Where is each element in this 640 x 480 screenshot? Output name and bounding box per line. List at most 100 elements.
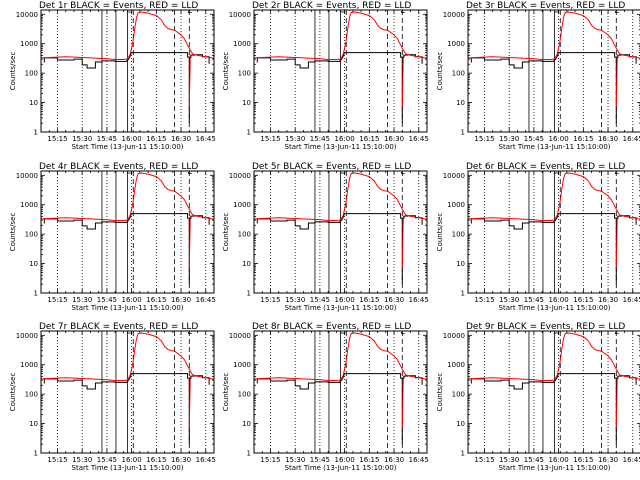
series-lld-line bbox=[468, 172, 640, 221]
series-events-line bbox=[43, 213, 210, 230]
plot-frame bbox=[253, 330, 428, 454]
y-tick-label: 100 bbox=[452, 231, 465, 239]
y-tick-label: 1 bbox=[461, 290, 465, 298]
x-tick-label: 16:30 bbox=[598, 135, 618, 143]
series-lld-line bbox=[41, 332, 214, 381]
chart-panel-3: Det 3r BLACK = Events, RED = LLD 1 10 100 10… bbox=[436, 1, 640, 151]
x-tick-label: 16:15 bbox=[359, 296, 379, 304]
x-tick-label: 15:30 bbox=[499, 456, 519, 464]
x-tick-label: 15:30 bbox=[285, 296, 305, 304]
x-tick-label: 16:30 bbox=[171, 135, 191, 143]
chart-title: Det 2r BLACK = Events, RED = LLD bbox=[252, 1, 411, 11]
y-tick-label: 1000 bbox=[20, 201, 38, 209]
plot-area bbox=[41, 171, 214, 293]
series-lld-line bbox=[41, 172, 214, 221]
lld-segment bbox=[401, 216, 404, 269]
chart-panel-7: Det 7r BLACK = Events, RED = LLD 1 10 100 10… bbox=[9, 322, 216, 472]
plot-frame bbox=[40, 170, 215, 294]
x-axis-label: Start Time (13-Jun-11 15:10:00) bbox=[285, 464, 397, 472]
inset-marker bbox=[340, 11, 346, 13]
lld-segment bbox=[188, 376, 191, 429]
inset-marker bbox=[127, 172, 133, 174]
x-tick-label: 15:30 bbox=[499, 135, 519, 143]
x-tick-label: 16:45 bbox=[409, 456, 429, 464]
x-tick-label: 16:00 bbox=[335, 296, 355, 304]
x-tick-label: 15:45 bbox=[310, 456, 330, 464]
y-tick-label: 1 bbox=[247, 129, 251, 137]
y-tick-label: 10000 bbox=[16, 332, 38, 340]
x-tick-label: 16:00 bbox=[122, 135, 142, 143]
x-tick-label: 15:15 bbox=[260, 135, 280, 143]
x-tick-label: 15:45 bbox=[310, 296, 330, 304]
x-tick-label: 16:15 bbox=[573, 135, 593, 143]
inset-marker bbox=[401, 11, 405, 13]
inset-marker bbox=[401, 332, 405, 334]
chart-title: Det 4r BLACK = Events, RED = LLD bbox=[39, 162, 198, 172]
plot-frame bbox=[253, 170, 428, 294]
y-tick-label: 1000 bbox=[447, 201, 465, 209]
x-tick-label: 15:30 bbox=[72, 135, 92, 143]
y-tick-label: 1000 bbox=[20, 361, 38, 369]
y-tick-label: 1000 bbox=[233, 40, 251, 48]
x-tick-label: 15:45 bbox=[310, 135, 330, 143]
inset-marker bbox=[554, 172, 560, 174]
x-tick-label: 16:15 bbox=[359, 456, 379, 464]
inset-marker bbox=[615, 332, 619, 334]
x-tick-label: 15:45 bbox=[97, 456, 117, 464]
y-tick-label: 1000 bbox=[447, 40, 465, 48]
series-lld-line bbox=[254, 11, 427, 60]
x-tick-label: 15:30 bbox=[285, 135, 305, 143]
y-axis-label: Counts/sec bbox=[436, 52, 444, 91]
chart-title: Det 9r BLACK = Events, RED = LLD bbox=[466, 322, 625, 332]
x-axis-label: Start Time (13-Jun-11 15:10:00) bbox=[72, 464, 184, 472]
inset-marker bbox=[615, 11, 619, 13]
y-tick-label: 100 bbox=[25, 70, 38, 78]
x-tick-label: 15:45 bbox=[524, 135, 544, 143]
x-tick-label: 15:45 bbox=[97, 296, 117, 304]
chart-panel-8: Det 8r BLACK = Events, RED = LLD 1 10 100 10… bbox=[222, 322, 429, 472]
x-tick-label: 15:15 bbox=[260, 296, 280, 304]
y-tick-label: 100 bbox=[238, 391, 251, 399]
y-tick-label: 100 bbox=[452, 391, 465, 399]
plot-area bbox=[468, 331, 640, 453]
lld-segment bbox=[615, 216, 618, 269]
y-tick-label: 10 bbox=[29, 260, 38, 268]
y-tick-label: 100 bbox=[452, 70, 465, 78]
lld-segment bbox=[401, 376, 404, 429]
x-axis-label: Start Time (13-Jun-11 15:10:00) bbox=[499, 143, 611, 151]
y-tick-label: 10 bbox=[29, 99, 38, 107]
inset-marker bbox=[188, 11, 192, 13]
x-tick-label: 16:00 bbox=[549, 456, 569, 464]
lld-segment bbox=[615, 376, 618, 429]
x-tick-label: 16:45 bbox=[196, 456, 216, 464]
y-tick-label: 10000 bbox=[229, 172, 251, 180]
x-tick-label: 16:15 bbox=[359, 135, 379, 143]
y-tick-label: 10 bbox=[456, 99, 465, 107]
chart-title: Det 8r BLACK = Events, RED = LLD bbox=[252, 322, 411, 332]
x-tick-label: 16:00 bbox=[122, 456, 142, 464]
chart-panel-2: Det 2r BLACK = Events, RED = LLD 1 10 100 10… bbox=[222, 1, 429, 151]
x-tick-label: 16:00 bbox=[335, 135, 355, 143]
series-lld-line bbox=[254, 172, 427, 221]
y-tick-label: 1000 bbox=[233, 201, 251, 209]
lld-segment bbox=[188, 216, 191, 269]
x-tick-label: 15:15 bbox=[474, 135, 494, 143]
x-tick-label: 16:30 bbox=[598, 296, 618, 304]
y-axis-label: Counts/sec bbox=[222, 213, 230, 252]
x-tick-label: 16:00 bbox=[549, 296, 569, 304]
series-events-line bbox=[470, 52, 637, 69]
x-axis-label: Start Time (13-Jun-11 15:10:00) bbox=[499, 304, 611, 312]
inset-marker bbox=[188, 332, 192, 334]
x-axis-label: Start Time (13-Jun-11 15:10:00) bbox=[499, 464, 611, 472]
inset-marker bbox=[401, 172, 405, 174]
plot-area bbox=[254, 331, 427, 453]
x-tick-label: 16:45 bbox=[409, 296, 429, 304]
x-axis-label: Start Time (13-Jun-11 15:10:00) bbox=[285, 143, 397, 151]
x-tick-label: 15:45 bbox=[524, 456, 544, 464]
x-tick-label: 16:15 bbox=[573, 456, 593, 464]
series-events-line bbox=[256, 52, 423, 69]
x-tick-label: 15:15 bbox=[47, 456, 67, 464]
x-tick-label: 15:45 bbox=[524, 296, 544, 304]
inset-marker bbox=[615, 172, 619, 174]
x-tick-label: 16:00 bbox=[335, 456, 355, 464]
